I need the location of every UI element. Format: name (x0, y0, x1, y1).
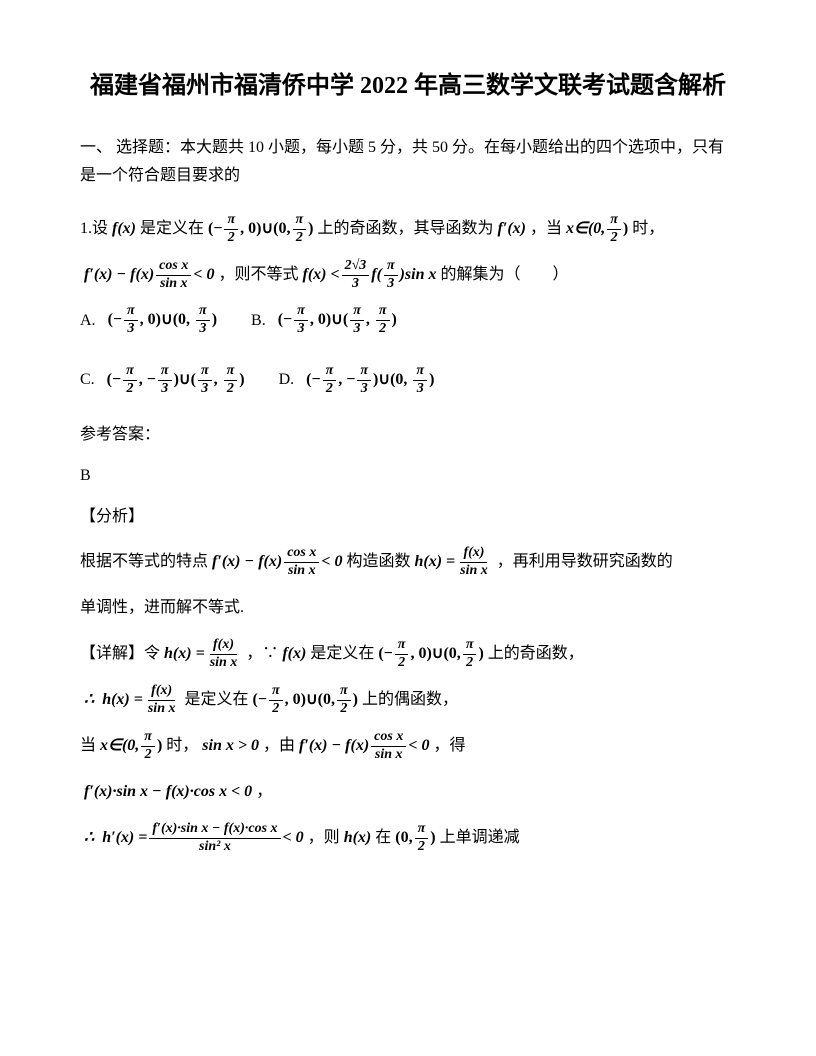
formula: h(x) = f(x)sin x (102, 683, 180, 718)
analysis-line-1: 根据不等式的特点 f′(x) − f(x) cos xsin x < 0 构造函… (80, 544, 736, 580)
formula: (0, π2) (395, 821, 435, 856)
detail-line-4: f′(x)·sin x − f(x)·cos x < 0 ， (80, 774, 736, 810)
text: ，则 (308, 825, 340, 851)
text: 上单调递减 (440, 825, 520, 851)
text: 根据不等式的特点 (80, 549, 208, 575)
analysis-label: 【分析】 (80, 504, 736, 530)
formula-inequality: f′(x) − f(x) cos xsin x < 0 (84, 258, 214, 293)
answer-header: 参考答案： (80, 422, 736, 448)
detail-label: 【详解】令 (80, 641, 160, 667)
text: ，再利用导数研究函数的 (497, 549, 673, 575)
analysis-line-2: 单调性，进而解不等式. (80, 590, 736, 626)
text: 是定义在 (140, 216, 204, 242)
formula: f′(x) − f(x) cos xsin x < 0 (212, 545, 342, 580)
text: 的解集为（ ） (441, 262, 569, 288)
formula: (−π2, 0)∪(0, π2) (378, 637, 483, 672)
question-line-2: f′(x) − f(x) cos xsin x < 0 ，则不等式 f(x) <… (80, 257, 736, 293)
answer-letter: B (80, 463, 736, 489)
option-label-a: A. (80, 308, 96, 334)
question-line-1: 1. 设 f(x) 是定义在 (− π2 , 0)∪(0, π2 ) 上的奇函数… (80, 211, 736, 247)
text: 构造函数 (346, 549, 410, 575)
option-label-d: D. (279, 367, 295, 393)
option-label-b: B. (251, 308, 266, 334)
options-row-1: A. (−π3, 0)∪(0, π3) B. (−π3, 0)∪(π3, π2) (80, 303, 736, 348)
option-a-formula: (−π3, 0)∪(0, π3) (108, 303, 217, 338)
text: ，由 (263, 733, 295, 759)
text: 当 (80, 733, 96, 759)
option-c: C. (−π2, −π3)∪(π3, π2) (80, 363, 249, 398)
text: ，当 (530, 216, 562, 242)
options-row-2: C. (−π2, −π3)∪(π3, π2) D. (−π2, −π3)∪(0,… (80, 363, 736, 408)
text: ， (256, 779, 272, 805)
option-b-formula: (−π3, 0)∪(π3, π2) (278, 303, 397, 338)
formula: f(x) (282, 641, 306, 667)
text: ，∵ (246, 641, 278, 667)
formula: h(x) = f(x)sin x (164, 637, 242, 672)
detail-line-2: ∴ h(x) = f(x)sin x 是定义在 (−π2, 0)∪(0, π2)… (80, 682, 736, 718)
formula: h(x) (344, 825, 372, 851)
option-d-formula: (−π2, −π3)∪(0, π3) (306, 363, 434, 398)
therefore: ∴ (84, 687, 94, 713)
text: 上的偶函数， (362, 687, 458, 713)
therefore: ∴ (84, 825, 94, 851)
text: 是定义在 (310, 641, 374, 667)
option-b: B. (−π3, 0)∪(π3, π2) (251, 303, 401, 338)
text: 时， (632, 216, 664, 242)
option-c-formula: (−π2, −π3)∪(π3, π2) (107, 363, 245, 398)
text: 是定义在 (184, 687, 248, 713)
formula: h′(x) = f′(x)·sin x − f(x)·cos xsin² x <… (102, 821, 303, 856)
detail-line-3: 当 x∈(0, π2) 时， sin x > 0 ，由 f′(x) − f(x)… (80, 728, 736, 764)
formula-xin: x∈(0, π2 ) (566, 212, 628, 247)
formula: f′(x)·sin x − f(x)·cos x < 0 (84, 779, 252, 805)
option-label-c: C. (80, 367, 95, 393)
formula-inequality2: f(x) < 2√33 f( π3 )sin x (302, 258, 436, 293)
formula: x∈(0, π2) (100, 729, 162, 764)
detail-line-1: 【详解】令 h(x) = f(x)sin x ，∵ f(x) 是定义在 (−π2… (80, 636, 736, 672)
detail-line-5: ∴ h′(x) = f′(x)·sin x − f(x)·cos xsin² x… (80, 820, 736, 856)
formula-domain: (− π2 , 0)∪(0, π2 ) (208, 212, 313, 247)
text: ，则不等式 (218, 262, 298, 288)
question-number: 1. (80, 216, 92, 242)
formula-fprime: f′(x) (498, 216, 526, 242)
document-title: 福建省福州市福清侨中学 2022 年高三数学文联考试题含解析 (80, 70, 736, 104)
formula: sin x > 0 (202, 733, 259, 759)
text: 时， (166, 733, 198, 759)
option-a: A. (−π3, 0)∪(0, π3) (80, 303, 221, 338)
text: 单调性，进而解不等式. (80, 595, 244, 621)
formula: (−π2, 0)∪(0, π2) (253, 683, 358, 718)
section-header: 一、 选择题：本大题共 10 小题，每小题 5 分，共 50 分。在每小题给出的… (80, 134, 736, 192)
formula-hx: h(x) = f(x)sin x (415, 545, 493, 580)
text: 上的奇函数， (488, 641, 584, 667)
text: 上的奇函数，其导函数为 (317, 216, 493, 242)
option-d: D. (−π2, −π3)∪(0, π3) (279, 363, 439, 398)
text: 在 (375, 825, 391, 851)
formula: f′(x) − f(x) cos xsin x < 0 (299, 729, 429, 764)
formula-fx: f(x) (112, 216, 136, 242)
text: 设 (92, 216, 108, 242)
text: ，得 (433, 733, 465, 759)
